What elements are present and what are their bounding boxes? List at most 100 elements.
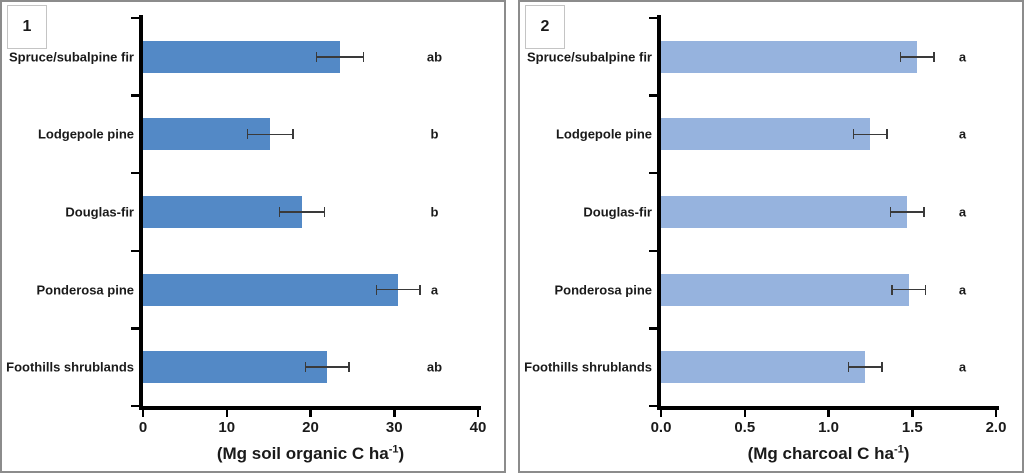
category-label-foothills-shrublands: Foothills shrublands (6, 359, 134, 375)
error-cap-low-ponderosa-pine (375, 284, 378, 295)
category-label-ponderosa-pine: Ponderosa pine (554, 282, 652, 298)
error-bar-ponderosa-pine (376, 288, 421, 291)
y-axis-tick (131, 94, 139, 97)
error-bar-lodgepole-pine (247, 133, 293, 136)
category-label-ponderosa-pine: Ponderosa pine (36, 282, 134, 298)
y-axis-tick (649, 327, 657, 330)
error-cap-low-spruce-subalpine-fir (315, 51, 318, 62)
error-bar-foothills-shrublands (848, 366, 883, 368)
bar-ponderosa-pine (661, 273, 909, 306)
error-bar-foothills-shrublands (305, 366, 350, 368)
panel-number-box: 2 (525, 5, 565, 49)
y-axis-line (657, 15, 661, 410)
category-label-spruce-subalpine-fir: Spruce/subalpine fir (9, 49, 134, 65)
bar-foothills-shrublands (143, 351, 328, 384)
significance-letter-lodgepole-pine: a (958, 126, 967, 142)
panel-number: 2 (540, 18, 550, 35)
y-axis-tick (131, 327, 139, 330)
x-axis-title-close: ) (903, 444, 910, 463)
error-cap-low-spruce-subalpine-fir (899, 51, 902, 62)
x-tick-label: 2.0 (985, 419, 1007, 436)
x-axis-line (139, 406, 481, 410)
charcoal-carbon-chart: a a a a a 0.0 0.5 1.0 1.5 2.0 (Mg charcoal C ha-1)… (520, 2, 1022, 471)
x-axis-tick (225, 410, 228, 417)
bar-lodgepole-pine (661, 118, 871, 151)
bar-ponderosa-pine (143, 273, 399, 306)
x-tick-label: 0.5 (734, 419, 756, 436)
error-cap-high-ponderosa-pine (419, 284, 421, 295)
error-cap-high-spruce-subalpine-fir (362, 51, 364, 62)
y-axis-tick (649, 16, 657, 20)
error-cap-low-foothills-shrublands (304, 362, 307, 373)
significance-letter-douglas-fir: a (958, 204, 967, 220)
x-tick-label: 1.0 (818, 419, 839, 436)
x-axis-tick (659, 410, 663, 417)
x-tick-label: 10 (218, 419, 236, 436)
category-label-lodgepole-pine: Lodgepole pine (37, 126, 134, 142)
x-axis-title-superscript: -1 (893, 443, 904, 456)
y-axis-tick (131, 404, 139, 408)
error-cap-high-spruce-subalpine-fir (933, 51, 935, 62)
error-cap-high-lodgepole-pine (292, 129, 294, 140)
y-axis-tick (131, 249, 139, 253)
error-cap-high-ponderosa-pine (924, 284, 927, 295)
category-labels: Spruce/subalpine fir Lodgepole pine Dougla… (2, 18, 138, 406)
x-tick-label: 20 (302, 419, 319, 436)
x-axis-title-text: (Mg charcoal C ha (747, 444, 894, 463)
error-cap-low-douglas-fir (889, 207, 892, 217)
x-axis-title: (Mg soil organic C ha-1) (143, 444, 478, 464)
bar-spruce-subalpine-fir (661, 40, 918, 73)
error-cap-low-lodgepole-pine (852, 129, 855, 140)
x-axis-title-superscript: -1 (388, 443, 399, 456)
x-axis-tick (141, 410, 145, 417)
panel-number: 1 (22, 18, 32, 35)
error-bar-spruce-subalpine-fir (900, 56, 935, 58)
x-axis-tick (309, 410, 312, 417)
panel-number-box: 1 (7, 5, 47, 49)
error-bar-douglas-fir (890, 211, 924, 213)
error-cap-low-lodgepole-pine (246, 129, 249, 140)
x-axis-tick (743, 410, 746, 417)
panel-charcoal-carbon: 2 a a a a a 0.0 0.5 1.0 1.5 2.0 (Mg charcoal C ha-… (518, 0, 1024, 473)
y-axis-tick (649, 171, 657, 175)
error-cap-low-foothills-shrublands (847, 362, 850, 373)
significance-letter-ponderosa-pine: a (958, 282, 967, 298)
bar-foothills-shrublands (661, 351, 866, 384)
error-cap-high-foothills-shrublands (348, 362, 350, 373)
error-cap-low-ponderosa-pine (891, 284, 893, 295)
y-axis-tick (649, 249, 657, 253)
error-cap-high-lodgepole-pine (886, 129, 888, 140)
bar-douglas-fir (661, 196, 908, 228)
category-label-douglas-fir: Douglas-fir (65, 204, 134, 220)
soil-organic-carbon-chart: ab b b a ab 0 10 20 30 40 (Mg soil organic C ha-1)… (2, 2, 504, 471)
x-tick-label: 0.0 (650, 419, 672, 436)
error-cap-low-douglas-fir (278, 207, 281, 217)
category-label-foothills-shrublands: Foothills shrublands (524, 359, 652, 375)
error-bar-lodgepole-pine (853, 133, 888, 136)
significance-letter-foothills-shrublands: ab (426, 359, 443, 375)
x-tick-label: 1.5 (901, 419, 923, 436)
significance-letter-lodgepole-pine: b (430, 126, 439, 142)
x-axis-line (657, 406, 999, 410)
plot-area: ab b b a ab 0 10 20 30 40 (Mg soil organic C ha-1) (131, 15, 486, 463)
x-axis-title-text: (Mg soil organic C ha (216, 444, 389, 463)
panel-soil-organic-carbon: 1 ab b b a ab 0 10 20 30 40 (Mg soil organic C ha-… (0, 0, 506, 473)
x-axis-tick (476, 410, 480, 417)
y-axis-tick (649, 404, 657, 408)
error-bar-spruce-subalpine-fir (316, 56, 364, 58)
x-tick-label: 0 (138, 419, 148, 436)
significance-letter-foothills-shrublands: a (958, 359, 967, 375)
y-axis-line (139, 15, 143, 410)
significance-letter-spruce-subalpine-fir: a (958, 49, 967, 65)
category-label-spruce-subalpine-fir: Spruce/subalpine fir (527, 49, 652, 65)
x-axis-title: (Mg charcoal C ha-1) (661, 444, 996, 464)
x-tick-label: 40 (469, 419, 487, 436)
plot-area: a a a a a 0.0 0.5 1.0 1.5 2.0 (Mg charcoal C ha-1) (649, 15, 1006, 463)
category-label-lodgepole-pine: Lodgepole pine (555, 126, 652, 142)
x-axis-tick (393, 410, 396, 417)
x-tick-label: 30 (385, 419, 403, 436)
bar-spruce-subalpine-fir (143, 40, 340, 73)
error-bar-douglas-fir (279, 211, 325, 213)
x-axis-tick (994, 410, 998, 417)
y-axis-tick (131, 171, 139, 175)
